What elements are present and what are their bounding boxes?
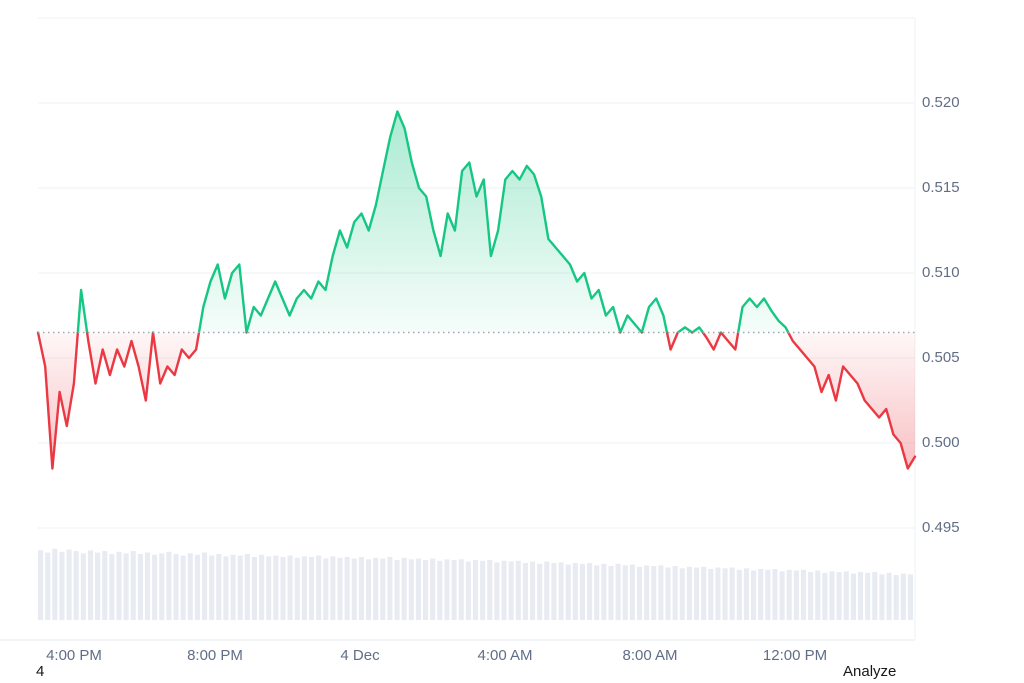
x-axis-tick-label: 4:00 PM (46, 647, 102, 664)
x-axis-tick-label: 4 Dec (340, 647, 380, 664)
y-axis-tick-label: 0.495 (922, 519, 960, 536)
y-axis-tick-label: 0.505 (922, 349, 960, 366)
y-axis-tick-label: 0.500 (922, 434, 960, 451)
y-axis-tick-label: 0.520 (922, 94, 960, 111)
x-axis-tick-label: 4:00 AM (477, 647, 533, 664)
analyze-button[interactable]: Analyze (843, 663, 897, 680)
x-axis-tick-label: 8:00 AM (622, 647, 678, 664)
x-axis-tick-label: 8:00 PM (187, 647, 243, 664)
y-axis-tick-label: 0.510 (922, 264, 960, 281)
x-axis-tick-label: 12:00 PM (762, 647, 828, 664)
y-axis-tick-label: 0.515 (922, 179, 960, 196)
bottom-left-date-text: 4 (36, 663, 45, 680)
